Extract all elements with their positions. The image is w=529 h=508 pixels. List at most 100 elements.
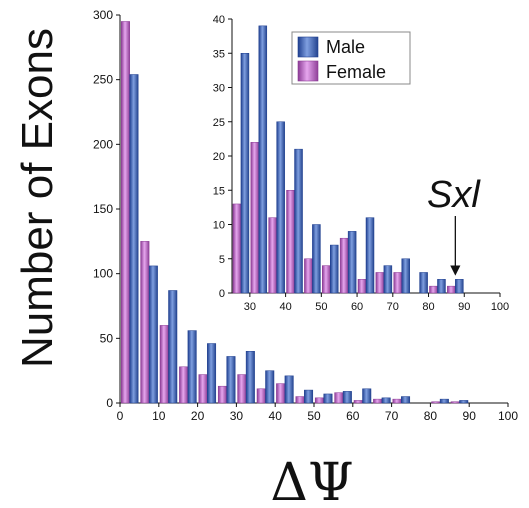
main-bar-male (342, 391, 352, 404)
main-bar-female (159, 325, 169, 404)
inset-bar-male (330, 244, 339, 294)
legend-label-male: Male (326, 37, 365, 57)
main-y-tick-label: 250 (93, 73, 113, 87)
inset-bar-male (455, 279, 464, 294)
inset-y-tick-label: 15 (213, 185, 225, 197)
main-x-tick-label: 70 (385, 409, 399, 423)
main-y-tick-label: 50 (100, 331, 114, 345)
inset-bar-male (240, 53, 250, 294)
main-bar-female (373, 398, 383, 404)
main-bar-female (314, 397, 324, 404)
inset-bar-female (322, 265, 331, 294)
inset-bar-female (447, 285, 456, 294)
inset-x-tick-label: 30 (244, 301, 256, 313)
inset-y-tick-label: 35 (213, 48, 225, 60)
inset-x-tick-label: 80 (422, 301, 434, 313)
main-x-tick-label: 60 (346, 409, 360, 423)
main-y-tick-label: 150 (93, 202, 113, 216)
inset-bar-male (294, 148, 303, 294)
main-bar-female (256, 388, 266, 404)
inset-bar-female (339, 237, 349, 294)
main-bar-male (148, 265, 158, 404)
sxl-label: Sxl (427, 174, 481, 216)
main-bar-female (179, 366, 189, 404)
inset-bar-female (357, 279, 367, 294)
inset-bar-male (437, 279, 446, 294)
main-bar-male (401, 396, 411, 404)
main-x-tick-label: 0 (117, 409, 124, 423)
main-bar-female (392, 398, 402, 404)
inset-x-tick-label: 90 (458, 301, 470, 313)
main-bar-male (439, 398, 449, 404)
main-bar-male (207, 343, 217, 404)
main-bar-female (237, 374, 247, 404)
legend-label-female: Female (326, 62, 386, 82)
inset-y-tick-label: 25 (213, 117, 225, 129)
x-axis-label: ΔΨ (270, 453, 353, 508)
main-bar-male (362, 388, 372, 404)
inset-x-tick-label: 70 (387, 301, 399, 313)
inset-bar-male (419, 272, 428, 294)
main-y-tick-label: 300 (93, 8, 113, 22)
inset-y-tick-label: 10 (213, 220, 225, 232)
main-bar-male (265, 370, 275, 404)
inset-bar-female (429, 285, 438, 294)
main-bar-male (323, 393, 333, 404)
main-x-tick-label: 20 (191, 409, 205, 423)
main-bar-male (226, 356, 236, 404)
main-bar-female (431, 401, 441, 404)
inset-bar-male (312, 224, 321, 294)
main-bar-female (120, 21, 130, 404)
inset-bar-female (232, 203, 242, 294)
main-bar-female (198, 374, 208, 404)
inset-bar-male (258, 25, 268, 294)
inset-y-tick-label: 40 (213, 14, 225, 26)
main-bar-female (276, 383, 286, 404)
inset-x-tick-label: 40 (279, 301, 291, 313)
inset-bar-male (365, 217, 375, 294)
main-bar-male (459, 400, 469, 404)
inset-bar-female (393, 272, 402, 294)
legend: Male Female (291, 31, 411, 85)
inset-bar-female (250, 142, 260, 294)
main-x-tick-label: 90 (463, 409, 477, 423)
main-x-tick-label: 50 (307, 409, 321, 423)
inset-plot: 0 5 10 15 20 25 30 35 40 30 40 50 60 70 80 90 100 (213, 14, 509, 313)
legend-swatch-female (297, 60, 319, 82)
main-bar-female (217, 385, 227, 404)
inset-bar-male (401, 258, 410, 294)
main-bar-female (353, 400, 363, 404)
main-y-tick-label: 100 (93, 267, 113, 281)
main-bar-male (245, 351, 255, 404)
inset-bar-male (383, 265, 393, 294)
y-axis-label: Number of Exons (13, 28, 62, 368)
inset-bar-male (347, 231, 357, 294)
inset-bar-female (286, 190, 295, 294)
inset-y-tick-label: 0 (219, 288, 225, 300)
inset-x-tick-label: 50 (315, 301, 327, 313)
main-y-tick-label: 200 (93, 137, 113, 151)
main-x-tick-label: 40 (269, 409, 283, 423)
inset-bar-female (268, 217, 277, 294)
main-bar-male (168, 290, 178, 404)
inset-y-tick-label: 5 (219, 254, 225, 266)
main-y-tick-label: 0 (106, 396, 113, 410)
main-bar-male (284, 375, 294, 404)
main-x-tick-label: 30 (230, 409, 244, 423)
main-x-tick-label: 80 (424, 409, 438, 423)
main-bar-male (187, 330, 197, 404)
main-bar-female (295, 396, 305, 404)
main-bar-female (334, 392, 344, 404)
main-bar-male (304, 389, 314, 404)
inset-x-tick-label: 100 (491, 301, 509, 313)
main-bar-male (129, 74, 139, 404)
inset-x-tick-label: 60 (351, 301, 363, 313)
main-x-tick-label: 10 (152, 409, 166, 423)
main-x-tick-label: 100 (498, 409, 518, 423)
inset-bar-female (375, 272, 385, 294)
inset-bar-female (304, 258, 313, 294)
inset-bar-male (276, 121, 285, 294)
main-bar-male (381, 397, 391, 404)
